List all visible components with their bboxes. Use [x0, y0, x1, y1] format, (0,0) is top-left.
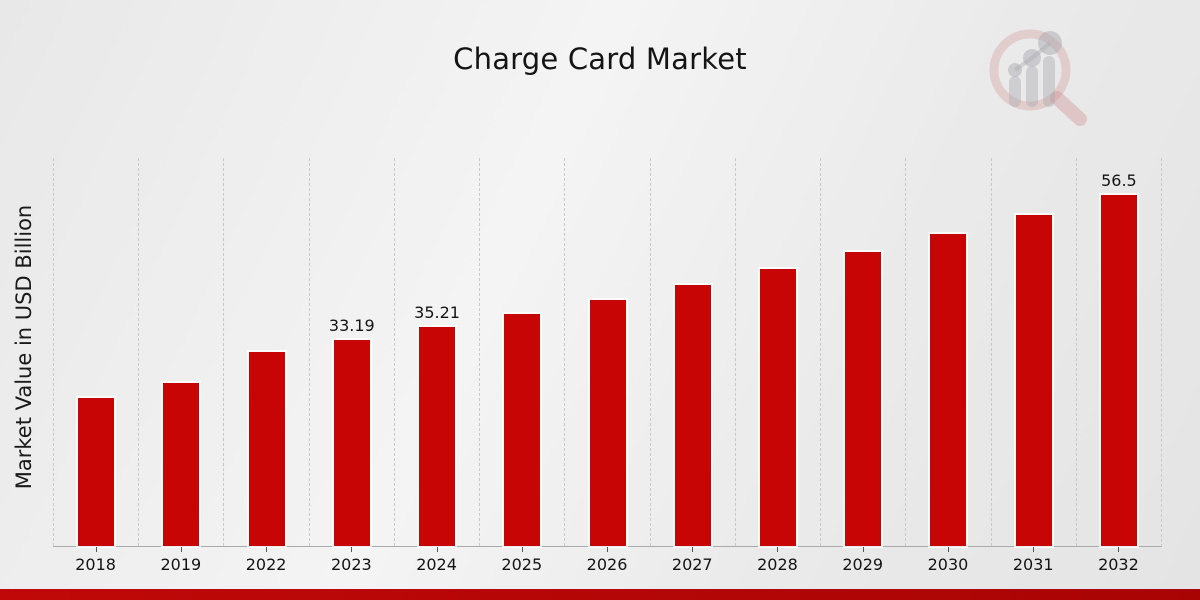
- bar-value-label-2024: 35.21: [414, 303, 460, 322]
- x-axis-slot-2028: 2028: [735, 547, 820, 574]
- x-axis: 2018 2019 2022 2023 2024 2025 2026 2027 2028 2029…: [53, 547, 1161, 574]
- bar-2030: [930, 234, 967, 546]
- x-axis-slot-2018: 2018: [53, 547, 138, 574]
- x-tick-label-2018: 2018: [75, 555, 116, 574]
- bar-value-label-2023: 33.19: [328, 316, 375, 335]
- x-axis-slot-2024: 2024: [394, 547, 479, 574]
- bar-slot-2027: [649, 158, 735, 546]
- axis-tick: [266, 547, 268, 552]
- x-axis-slot-2019: 2019: [138, 547, 223, 574]
- bar-2022: [248, 352, 285, 546]
- x-tick-label-2022: 2022: [245, 555, 287, 574]
- accent-strip: [0, 589, 1200, 600]
- bar-slot-2026: [564, 158, 649, 546]
- bar-slot-2019: [138, 158, 223, 546]
- bar-slot-2023: 33.19: [308, 158, 394, 546]
- axis-tick: [180, 547, 182, 552]
- x-axis-slot-2030: 2030: [905, 547, 990, 574]
- axis-tick: [947, 547, 949, 552]
- x-tick-label-2028: 2028: [757, 555, 798, 574]
- plot-area: 33.19 35.21 56.5: [53, 158, 1162, 547]
- bar-2032: [1100, 195, 1137, 546]
- axis-tick: [862, 547, 864, 552]
- x-tick-label-2026: 2026: [586, 555, 628, 574]
- x-tick-label-2025: 2025: [501, 555, 543, 574]
- axis-tick: [1033, 547, 1035, 552]
- bar-slot-2028: [734, 158, 820, 546]
- x-tick-label-2023: 2023: [330, 555, 372, 574]
- x-tick-label-2031: 2031: [1012, 555, 1054, 574]
- axis-tick: [777, 547, 779, 552]
- bar-slot-2022: [223, 158, 308, 546]
- bar-slot-2029: [820, 158, 905, 546]
- x-axis-slot-2023: 2023: [309, 547, 394, 574]
- x-tick-label-2030: 2030: [927, 555, 969, 574]
- x-axis-slot-2022: 2022: [223, 547, 308, 574]
- bar-slot-2031: [990, 158, 1076, 546]
- bar-slot-2025: [479, 158, 564, 546]
- bar-2025: [504, 314, 541, 546]
- bar-2031: [1015, 215, 1052, 546]
- axis-tick: [521, 547, 523, 552]
- axis-tick: [607, 547, 609, 552]
- bar-2018: [78, 398, 115, 546]
- x-axis-slot-2026: 2026: [564, 547, 649, 574]
- bar-value-label-2032: 56.5: [1101, 171, 1137, 190]
- magnifier-growth-chart-logo-icon: [989, 29, 1087, 126]
- x-axis-slot-2027: 2027: [650, 547, 735, 574]
- axis-tick: [436, 547, 438, 552]
- axis-tick: [1118, 547, 1120, 552]
- bar-2028: [759, 269, 796, 546]
- x-tick-label-2024: 2024: [416, 555, 457, 574]
- x-axis-slot-2031: 2031: [991, 547, 1076, 574]
- x-tick-label-2032: 2032: [1098, 555, 1139, 574]
- bar-2019: [163, 383, 200, 546]
- x-axis-slot-2029: 2029: [820, 547, 905, 574]
- bar-2029: [845, 252, 882, 546]
- bar-slot-2032: 56.5: [1075, 158, 1161, 546]
- bar-slot-2024: 35.21: [393, 158, 479, 546]
- axis-tick: [95, 547, 97, 552]
- x-tick-label-2027: 2027: [671, 555, 713, 574]
- chart-title: Charge Card Market: [453, 42, 747, 76]
- x-tick-label-2019: 2019: [160, 555, 202, 574]
- bar-2026: [589, 300, 626, 546]
- y-axis-label: Market Value in USD Billion: [12, 204, 36, 490]
- bar-2024: [419, 327, 456, 546]
- axis-tick: [692, 547, 694, 552]
- bar-2027: [674, 285, 711, 546]
- x-axis-slot-2032: 2032: [1076, 547, 1161, 574]
- bar-slot-2030: [905, 158, 990, 546]
- x-tick-label-2029: 2029: [842, 555, 884, 574]
- x-axis-slot-2025: 2025: [479, 547, 564, 574]
- bar-slot-2018: [53, 158, 138, 546]
- bar-2023: [333, 340, 370, 546]
- axis-tick: [351, 547, 353, 552]
